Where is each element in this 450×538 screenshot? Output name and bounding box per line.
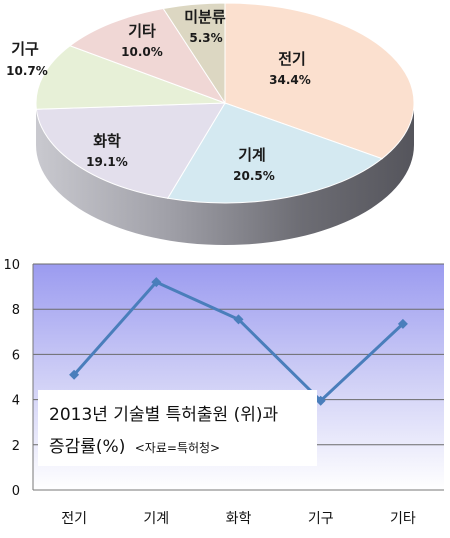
data-point-marker [315,395,326,406]
caption-line-1: 2013년 기술별 특허출원 (위)과 [49,405,278,425]
slice-name-label: 화학 [93,132,121,150]
pie-slice [224,2,415,160]
slice-value-label: 10.0% [121,45,163,59]
slice-name-label: 기계 [238,146,266,164]
y-tick-label: 4 [12,394,20,409]
caption-line-2: 증감률(%) <자료=특허청> [49,437,220,457]
caption-line-2-main: 증감률(%) [49,437,125,457]
y-tick-labels: 0 2 4 6 8 10 [3,258,20,499]
caption-box: 2013년 기술별 특허출원 (위)과 증감률(%) <자료=특허청> [38,390,317,466]
pie-slice [35,102,226,199]
x-tick-label: 기타 [390,511,416,527]
data-point-marker [397,318,408,329]
pie-chart: 전기 34.4% 기계 20.5% 화학 19.1% 기구 10.7% 기타 1… [6,2,415,245]
slice-name-label: 기구 [11,40,39,58]
x-tick-label: 화학 [226,511,252,527]
pie-slice [68,7,227,104]
caption-background [38,390,317,466]
pie-side-wall [36,103,414,245]
y-tick-label: 8 [12,303,20,318]
caption-source: <자료=특허청> [135,441,220,455]
slice-value-label: 19.1% [86,155,128,169]
slice-value-label: 34.4% [269,73,311,87]
slice-value-label: 20.5% [233,169,275,183]
y-tick-label: 10 [3,258,20,273]
slice-name-label: 미분류 [184,8,226,26]
pie-slice [35,45,226,110]
x-tick-label: 기계 [143,511,169,527]
data-point-marker [233,314,244,325]
slice-name-label: 전기 [278,50,306,68]
y-tick-label: 6 [12,348,20,363]
x-tick-label: 기구 [308,511,334,527]
y-tick-label: 0 [12,484,20,499]
slice-name-label: 기타 [128,22,156,40]
x-tick-label: 전기 [61,511,87,527]
pie-slice [166,102,384,204]
pie-labels: 전기 34.4% 기계 20.5% 화학 19.1% 기구 10.7% 기타 1… [6,8,311,183]
line-chart: 0 2 4 6 8 10 전기 기계 화학 기구 기타 2013년 기술별 특허출원 (위)과 증… [3,258,444,527]
slice-value-label: 10.7% [6,64,48,78]
data-point-marker [151,277,162,288]
pie-slice [162,2,226,105]
data-point-marker [69,369,80,380]
pie-slices [35,2,415,204]
x-tick-labels: 전기 기계 화학 기구 기타 [61,511,416,527]
line-series [69,277,408,406]
slice-value-label: 5.3% [189,31,222,45]
y-tick-label: 2 [12,439,20,454]
